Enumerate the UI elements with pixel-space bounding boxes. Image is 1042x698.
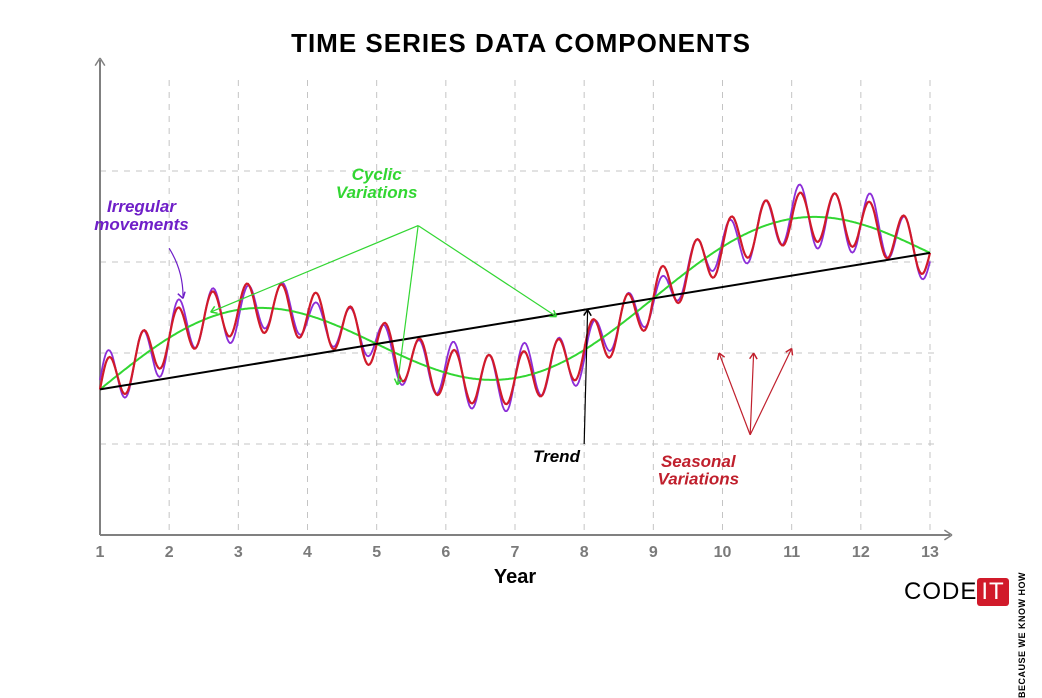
series-cyclic: [100, 217, 930, 390]
x-tick-label: 5: [372, 544, 381, 561]
time-series-chart: 12345678910111213YearIrregularmovementsC…: [0, 0, 1042, 646]
x-tick-label: 9: [649, 544, 658, 561]
x-tick-label: 1: [96, 544, 105, 561]
annotation-pointer: [750, 353, 753, 435]
logo-text-a: CODE: [904, 578, 977, 605]
x-tick-label: 11: [783, 544, 800, 561]
x-tick-label: 4: [303, 544, 312, 561]
logo-tagline: BECAUSE WE KNOW HOW: [1017, 572, 1027, 698]
annotation-pointer: [584, 310, 587, 444]
x-tick-label: 10: [714, 544, 732, 561]
brand-logo: BECAUSE WE KNOW HOW CODEIT: [904, 554, 1030, 606]
annotation-pointer: [211, 226, 418, 312]
x-tick-label: 6: [441, 544, 450, 561]
x-tick-label: 12: [852, 544, 870, 561]
x-tick-label: 2: [165, 544, 174, 561]
annotation-pointer: [719, 353, 750, 435]
x-axis-label: Year: [494, 566, 536, 588]
annotation-pointer: [750, 348, 792, 434]
annotation-pointer: [418, 226, 556, 317]
label-irregular: Irregularmovements: [94, 197, 188, 234]
logo-text-b: IT: [977, 578, 1008, 606]
x-tick-label: 8: [580, 544, 589, 561]
label-trend: Trend: [533, 447, 581, 466]
x-tick-label: 7: [511, 544, 520, 561]
x-tick-label: 3: [234, 544, 243, 561]
label-seasonal: SeasonalVariations: [658, 452, 740, 489]
annotation-pointer: [169, 248, 183, 298]
